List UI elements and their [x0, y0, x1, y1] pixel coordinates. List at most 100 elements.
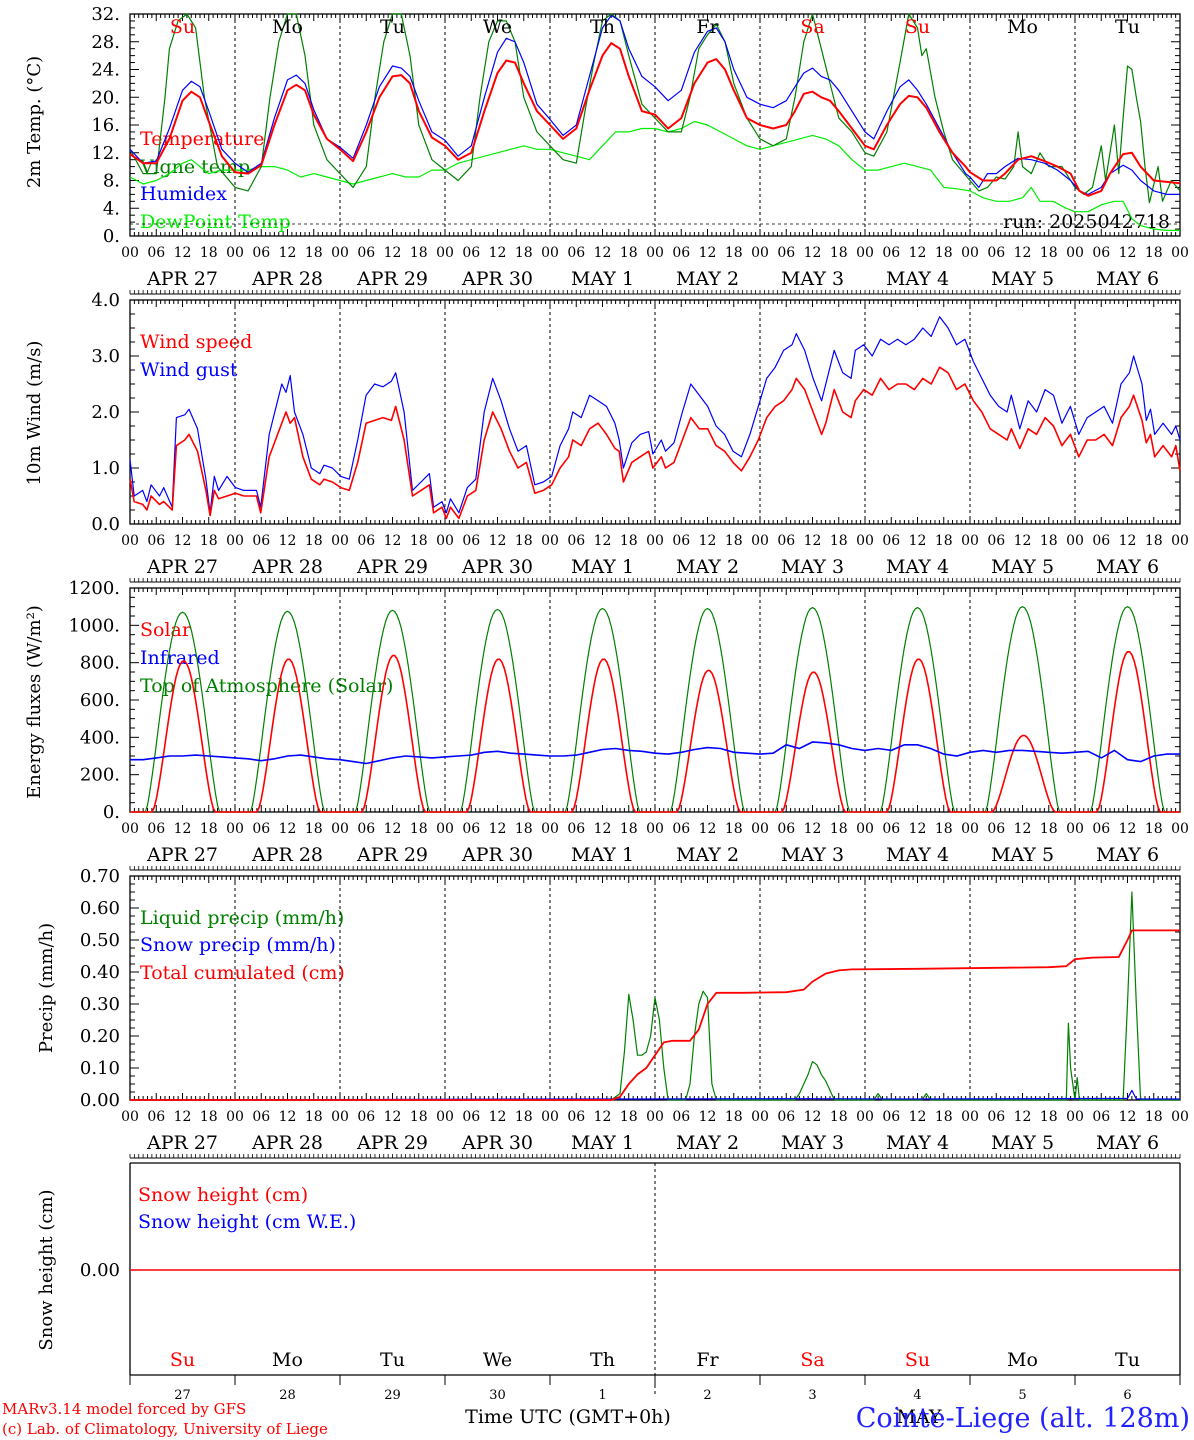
day-label: MAY 6 [1096, 844, 1159, 866]
hour-tick-label: 06 [672, 821, 690, 837]
hour-tick-label: 00 [226, 1109, 244, 1125]
y-tick-label: 0.10 [80, 1058, 120, 1079]
legend-toa: Top of Atmosphere (Solar) [140, 675, 393, 697]
hour-tick-label: 06 [882, 245, 900, 261]
series-liquid-precip [130, 891, 1180, 1101]
hour-tick-label: 18 [725, 245, 743, 261]
hour-tick-label: 18 [830, 245, 848, 261]
bottom-day-number: 2 [703, 1388, 711, 1403]
hour-tick-label: 00 [1066, 1109, 1084, 1125]
y-tick-label: 0. [103, 802, 120, 823]
hour-tick-label: 00 [856, 821, 874, 837]
bottom-day-number: 6 [1123, 1388, 1131, 1403]
legend-liquid: Liquid precip (mm/h) [140, 907, 344, 929]
snow-legend: Snow height (cm) Snow height (cm W.E.) [138, 1184, 356, 1233]
hour-tick-label: 06 [357, 821, 375, 837]
hour-tick-label: 06 [882, 533, 900, 549]
hour-tick-label: 06 [357, 1109, 375, 1125]
day-label: APR 27 [146, 268, 218, 290]
weekday-label: We [483, 16, 512, 38]
y-tick-label: 0.70 [80, 866, 120, 887]
wind-legend: Wind speed Wind gust [140, 331, 252, 381]
hour-tick-label: 00 [331, 821, 349, 837]
hour-tick-label: 00 [646, 1109, 664, 1125]
day-label: MAY 3 [781, 268, 844, 290]
hour-tick-label: 00 [1171, 533, 1189, 549]
series-humidex [129, 14, 1180, 195]
hour-tick-label: 00 [541, 1109, 559, 1125]
y-tick-label: 0.60 [80, 898, 120, 919]
weekday-label: Su [170, 16, 195, 38]
day-label: MAY 1 [571, 1132, 634, 1154]
hour-tick-label: 06 [1092, 245, 1110, 261]
bottom-day-number: 5 [1018, 1388, 1026, 1403]
legend-snow-precip: Snow precip (mm/h) [140, 934, 336, 956]
hour-tick-label: 18 [200, 533, 218, 549]
weekday-label: Sa [800, 16, 824, 38]
hour-tick-label: 12 [804, 1109, 822, 1125]
day-label: MAY 3 [781, 556, 844, 578]
hour-tick-label: 18 [1145, 245, 1163, 261]
day-label: APR 28 [251, 556, 323, 578]
series-dewpoint [129, 120, 1180, 231]
hour-tick-label: 18 [410, 1109, 428, 1125]
day-label: MAY 3 [781, 844, 844, 866]
panel-frame-energy: 00 06 12 18 00 06 12 18 00 06 12 18 00 06 12 18 00 06 12 18… [121, 587, 1189, 871]
hour-tick-label: 06 [357, 245, 375, 261]
hour-tick-label: 18 [620, 245, 638, 261]
hour-tick-label: 18 [305, 245, 323, 261]
station-label: Cointe-Liege (alt. 128m) [856, 1403, 1190, 1434]
legend-infrared: Infrared [140, 647, 220, 669]
hour-tick-label: 18 [725, 821, 743, 837]
hour-tick-label: 00 [121, 245, 139, 261]
energy-ylabel: Energy fluxes (W/m²) [24, 605, 45, 799]
hour-tick-label: 18 [305, 1109, 323, 1125]
hour-tick-label: 12 [909, 1109, 927, 1125]
bottom-weekday-label: Sa [800, 1349, 824, 1371]
legend-solar: Solar [140, 619, 192, 641]
hour-tick-label: 06 [252, 821, 270, 837]
hour-tick-label: 06 [987, 533, 1005, 549]
hour-tick-label: 00 [436, 245, 454, 261]
day-label: MAY 5 [991, 268, 1054, 290]
legend-dewpoint: DewPoint Temp [140, 211, 291, 233]
hour-tick-label: 18 [515, 533, 533, 549]
y-tick-label: 1000. [68, 615, 120, 636]
weekday-label: Mo [1007, 16, 1038, 38]
y-tick-label: 600. [80, 690, 120, 711]
hour-tick-label: 06 [1092, 821, 1110, 837]
day-label: MAY 5 [991, 844, 1054, 866]
hour-tick-label: 06 [462, 245, 480, 261]
hour-tick-label: 06 [777, 1109, 795, 1125]
hour-tick-label: 18 [410, 245, 428, 261]
y-tick-label: 800. [80, 653, 120, 674]
weekday-label: Fr [696, 16, 719, 38]
hour-tick-label: 00 [226, 821, 244, 837]
hour-tick-label: 12 [489, 1109, 507, 1125]
day-label: APR 30 [461, 556, 533, 578]
hour-tick-label: 06 [672, 245, 690, 261]
y-tick-label: 20. [91, 87, 120, 108]
day-label: MAY 2 [676, 1132, 739, 1154]
hour-tick-label: 06 [1092, 1109, 1110, 1125]
hour-tick-label: 00 [1171, 1109, 1189, 1125]
bottom-day-number: 28 [279, 1388, 296, 1403]
hour-tick-label: 18 [935, 821, 953, 837]
hour-tick-label: 06 [147, 821, 165, 837]
hour-tick-label: 18 [305, 533, 323, 549]
hour-tick-label: 00 [1171, 821, 1189, 837]
day-label: MAY 5 [991, 556, 1054, 578]
day-label: MAY 3 [781, 1132, 844, 1154]
hour-tick-label: 12 [699, 821, 717, 837]
hour-tick-label: 06 [252, 245, 270, 261]
hour-tick-label: 00 [226, 245, 244, 261]
hour-tick-label: 06 [987, 821, 1005, 837]
hour-tick-label: 00 [1066, 533, 1084, 549]
hour-tick-label: 00 [646, 821, 664, 837]
y-tick-label: 0.0 [91, 514, 120, 535]
hour-tick-label: 12 [489, 245, 507, 261]
y-tick-label: 1200. [68, 578, 120, 599]
day-label: APR 30 [461, 1132, 533, 1154]
legend-humidex: Humidex [140, 183, 227, 205]
